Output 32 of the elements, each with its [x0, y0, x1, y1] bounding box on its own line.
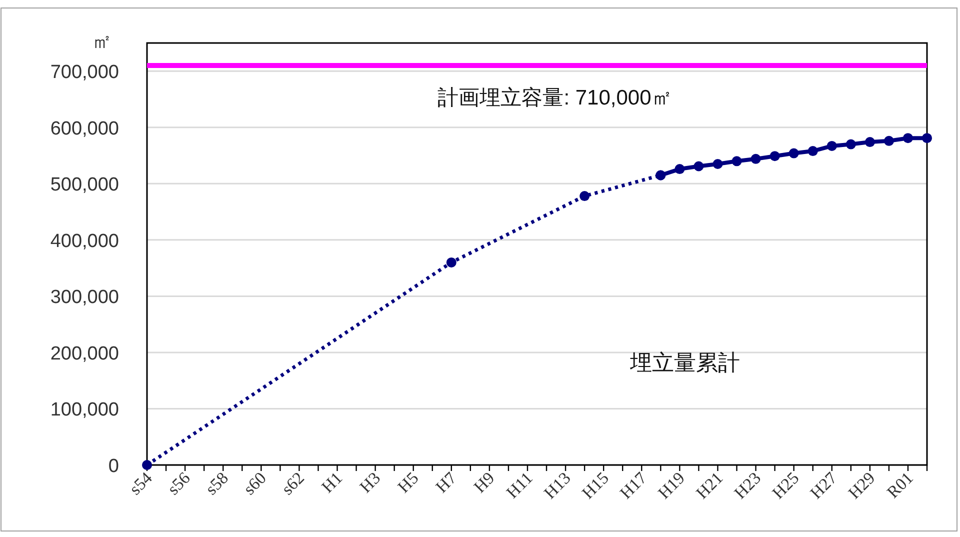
x-tick-label: s54	[126, 468, 156, 499]
x-tick-label: H11	[502, 468, 536, 502]
x-tick-label: H21	[692, 468, 727, 503]
x-tick-label: H17	[616, 468, 651, 503]
y-tick-label: 100,000	[50, 400, 119, 421]
x-tick-label: H27	[806, 468, 842, 503]
x-tick-label: H7	[432, 468, 461, 497]
y-tick-label: 500,000	[50, 174, 119, 196]
y-tick-label: 700,000	[50, 62, 119, 84]
x-tick-label: H3	[356, 468, 384, 497]
y-tick-label: 0	[108, 456, 119, 477]
x-tick-label: H5	[394, 468, 422, 497]
x-tick-label: s58	[202, 468, 232, 499]
x-tick-label: R01	[883, 468, 917, 502]
y-tick-label: 200,000	[50, 343, 119, 364]
x-tick-label: H29	[844, 468, 879, 503]
x-tick-label: H23	[730, 468, 765, 503]
x-tick-label: s62	[278, 468, 308, 499]
y-tick-label: 600,000	[50, 118, 119, 140]
x-tick-label: H13	[540, 468, 574, 503]
x-tick-label: H19	[654, 468, 689, 503]
x-tick-label: s56	[164, 468, 194, 499]
annotation: 埋立量累計	[629, 350, 740, 375]
y-tick-label: 400,000	[50, 230, 119, 252]
x-tick-label: s60	[240, 468, 270, 499]
ref-line-label: 計画埋立容量: 710,000㎡	[438, 86, 672, 110]
x-tick-label: H15	[578, 468, 612, 503]
x-tick-label: H9	[470, 468, 498, 497]
y-axis-title: ㎡	[92, 31, 112, 53]
y-tick-label: 300,000	[50, 287, 119, 308]
x-tick-label: H1	[318, 468, 346, 497]
x-tick-label: H25	[768, 468, 803, 503]
